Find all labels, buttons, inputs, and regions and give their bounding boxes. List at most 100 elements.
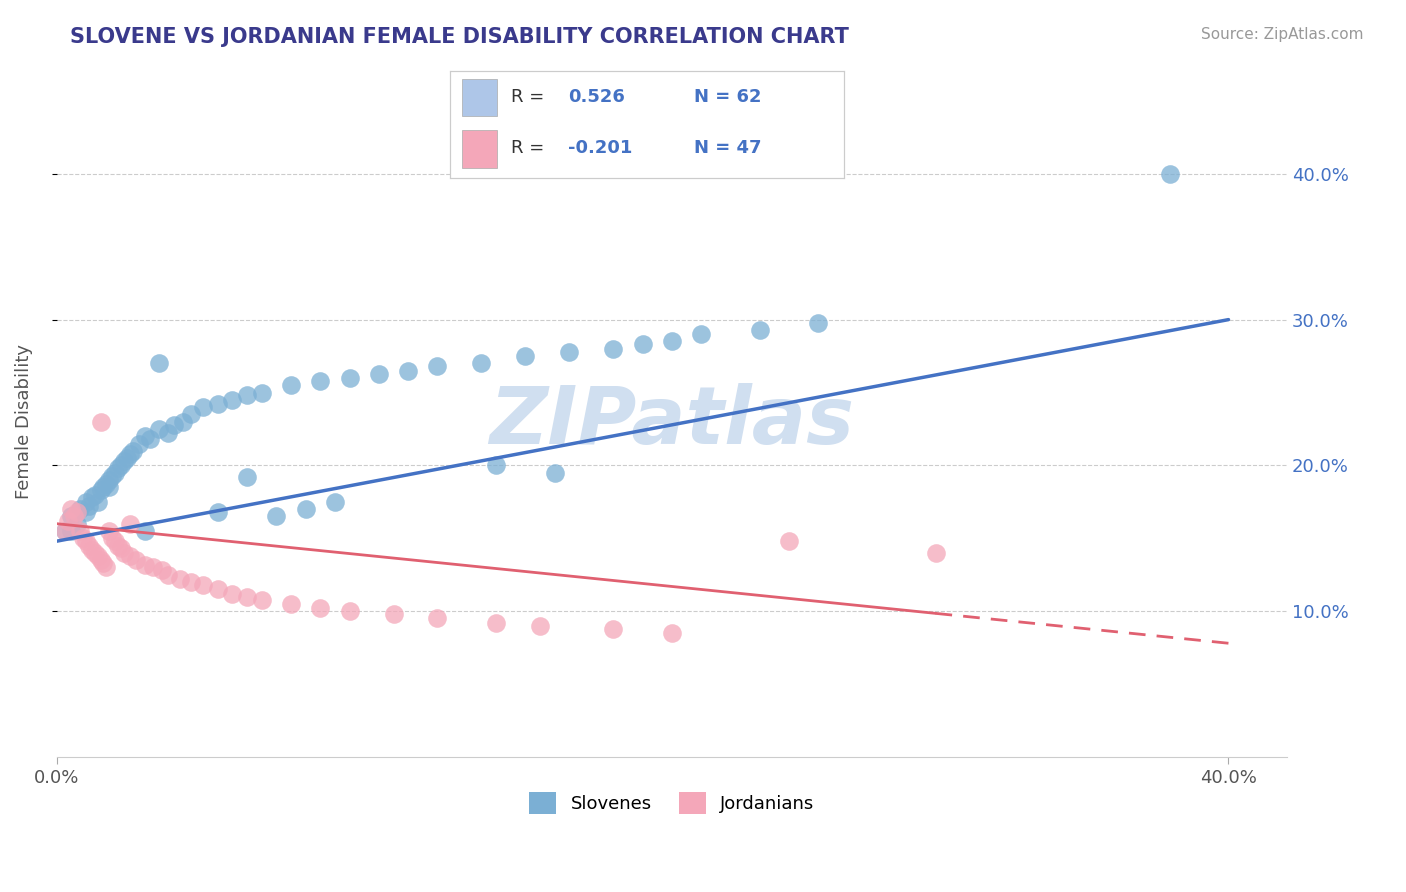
Point (60, 502, 83, 516)
Point (602, 342, 624, 356)
Point (221, 587, 243, 601)
Point (80, 543, 103, 558)
Point (80, 491, 103, 505)
Point (543, 466, 565, 480)
Point (631, 337, 654, 351)
Point (367, 367, 389, 381)
Point (515, 349, 537, 363)
Point (110, 541, 132, 556)
Point (156, 426, 179, 441)
Point (236, 388, 259, 402)
Point (101, 468, 124, 483)
Point (661, 626, 683, 640)
Point (236, 470, 259, 484)
Point (163, 417, 186, 432)
Point (112, 546, 135, 560)
Point (134, 429, 156, 443)
Y-axis label: Female Disability: Female Disability (15, 344, 32, 500)
Legend: Slovenes, Jordanians: Slovenes, Jordanians (522, 785, 823, 822)
Point (172, 415, 194, 429)
Point (924, 546, 946, 560)
Point (69, 502, 91, 516)
Point (83, 546, 105, 560)
Point (396, 364, 419, 378)
Text: N = 62: N = 62 (695, 88, 762, 106)
Point (75, 534, 97, 549)
Point (66, 516, 89, 531)
Point (60, 524, 83, 538)
Point (309, 601, 332, 615)
Point (602, 622, 624, 636)
Text: SLOVENE VS JORDANIAN FEMALE DISABILITY CORRELATION CHART: SLOVENE VS JORDANIAN FEMALE DISABILITY C… (70, 27, 849, 46)
Point (104, 534, 127, 549)
Point (148, 356, 170, 370)
Point (280, 378, 302, 392)
Point (778, 534, 800, 549)
Point (139, 432, 162, 446)
Point (118, 516, 141, 531)
Point (60, 509, 83, 524)
Point (98, 524, 121, 538)
Point (121, 443, 143, 458)
Point (125, 553, 148, 567)
Point (156, 567, 179, 582)
Point (236, 590, 259, 604)
Point (294, 502, 316, 516)
Point (110, 458, 132, 473)
Point (191, 578, 214, 592)
Point (426, 611, 449, 625)
Text: -0.201: -0.201 (568, 139, 633, 157)
Point (191, 400, 214, 414)
Point (77, 539, 100, 553)
Point (115, 451, 138, 466)
Point (339, 604, 361, 618)
Point (470, 356, 492, 370)
Point (55, 524, 77, 538)
Point (104, 466, 127, 480)
Point (112, 454, 135, 468)
Point (101, 531, 124, 545)
Point (1159, 167, 1181, 181)
Point (207, 582, 229, 597)
Point (169, 572, 191, 586)
Point (90, 553, 112, 567)
Point (690, 327, 713, 342)
Point (55, 524, 77, 538)
Point (63, 509, 86, 524)
Point (150, 563, 173, 577)
Point (66, 505, 89, 519)
Point (748, 323, 770, 337)
Point (58, 514, 80, 528)
FancyBboxPatch shape (461, 78, 498, 116)
Point (69, 524, 91, 538)
Point (207, 505, 229, 519)
Point (93, 480, 115, 494)
Point (134, 558, 156, 572)
Point (75, 505, 97, 519)
Point (128, 436, 150, 450)
Point (250, 385, 273, 400)
Text: Source: ZipAtlas.com: Source: ZipAtlas.com (1201, 27, 1364, 42)
Point (207, 397, 229, 411)
Point (98, 473, 121, 487)
Text: 0.526: 0.526 (568, 88, 624, 106)
Point (77, 500, 100, 514)
Point (309, 374, 332, 388)
Point (426, 359, 449, 374)
Point (134, 524, 156, 538)
Text: N = 47: N = 47 (695, 139, 762, 157)
Point (90, 483, 112, 498)
Text: ZIPatlas: ZIPatlas (489, 383, 855, 460)
Point (107, 539, 129, 553)
Point (266, 509, 288, 524)
Point (118, 549, 141, 563)
Text: R =: R = (510, 139, 544, 157)
Point (75, 495, 97, 509)
Point (118, 447, 141, 461)
Point (72, 531, 94, 545)
Point (807, 316, 830, 330)
Point (661, 334, 683, 349)
Point (221, 392, 243, 407)
Point (86, 549, 108, 563)
Point (96, 560, 118, 574)
